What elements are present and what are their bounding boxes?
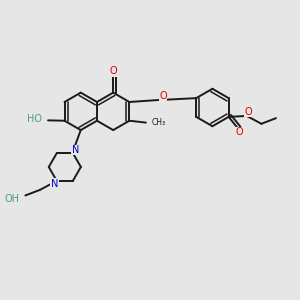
Text: O: O	[244, 107, 252, 117]
Text: O: O	[236, 127, 243, 137]
Text: OH: OH	[5, 194, 20, 204]
Text: N: N	[51, 179, 58, 189]
Text: O: O	[159, 91, 167, 101]
Text: O: O	[110, 66, 117, 76]
Text: HO: HO	[27, 115, 42, 124]
Text: N: N	[71, 145, 79, 155]
Text: CH₃: CH₃	[151, 118, 165, 127]
